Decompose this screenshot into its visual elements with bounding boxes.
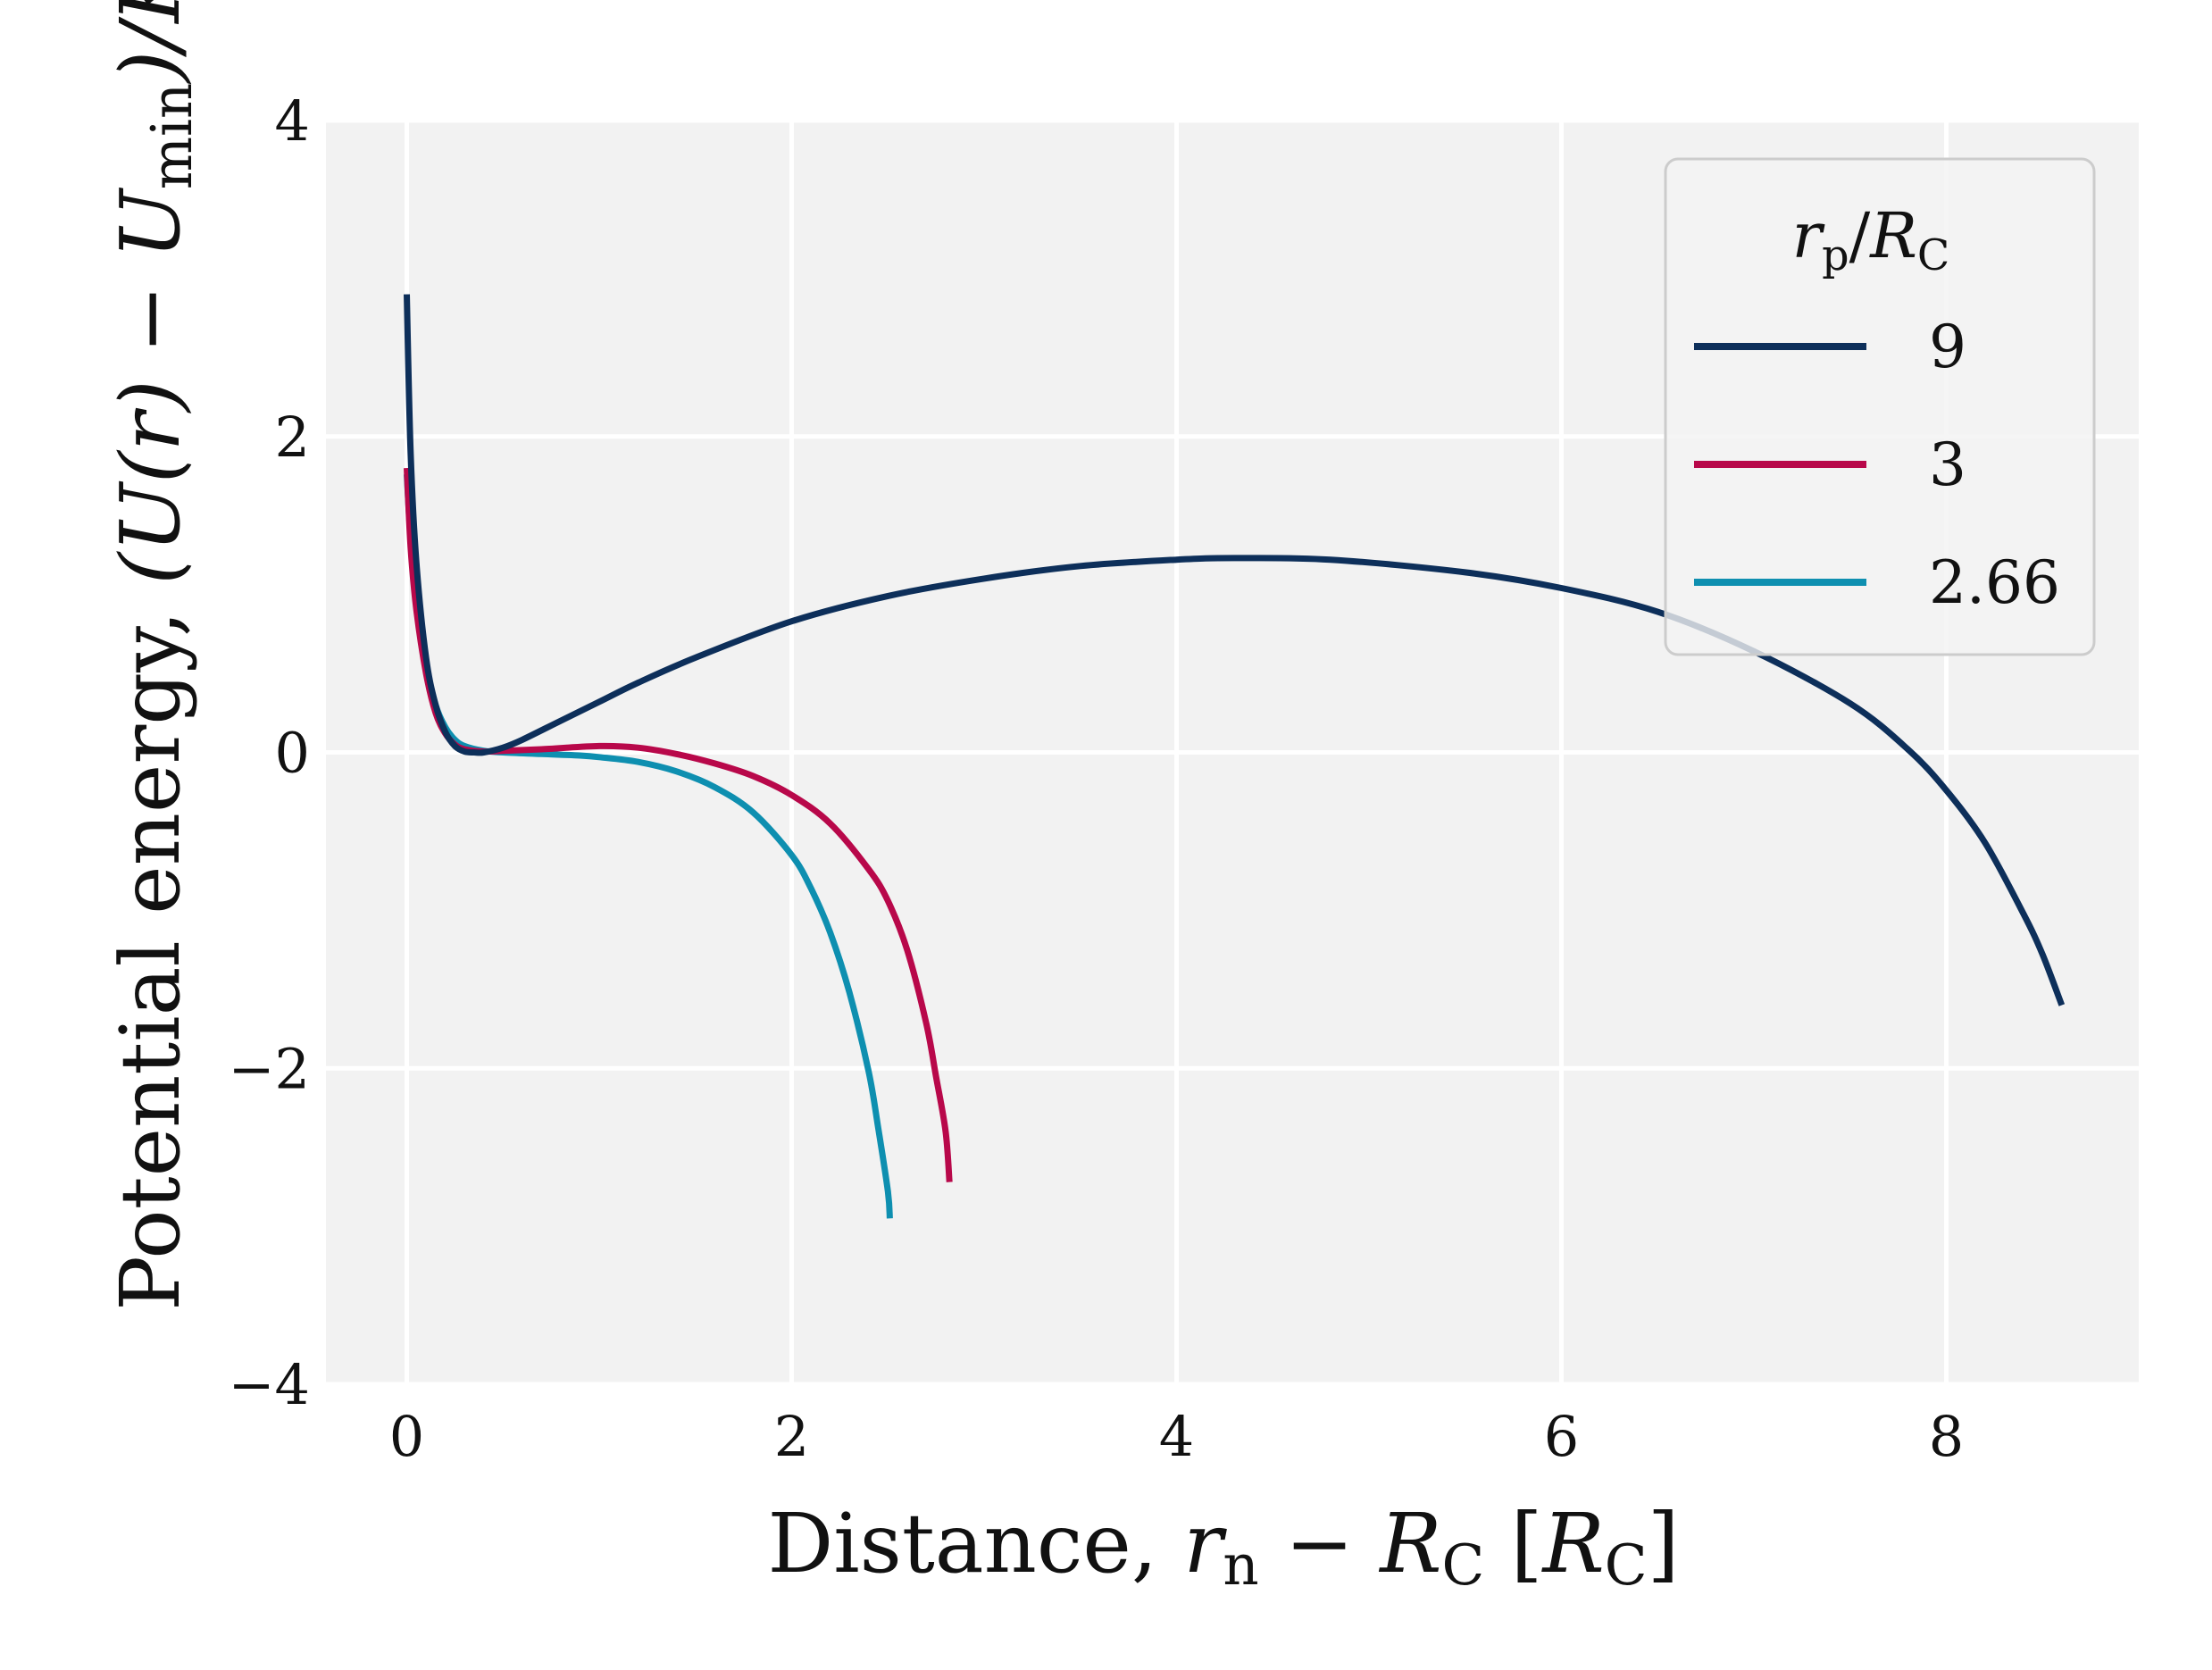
- x-tick-labels: 0 2 4 6 8: [389, 1404, 1964, 1469]
- grid: [326, 118, 2139, 1387]
- legend-entries: 932.66: [1694, 313, 2060, 617]
- legend-label-3: 3: [1929, 430, 1966, 499]
- y-axis-label: Potential energy, (U(r) − Umin)/K: [103, 0, 205, 1311]
- y-tick-label: 0: [275, 721, 310, 786]
- y-tick-label: 2: [275, 405, 310, 470]
- y-tick-label: −4: [229, 1352, 310, 1417]
- legend: rp/RC 932.66: [1664, 157, 2096, 656]
- x-axis-label: Distance, rn − RC [RC]: [767, 1496, 1679, 1598]
- legend-label-9: 9: [1929, 313, 1966, 381]
- series-line-9: [404, 294, 2066, 1006]
- legend-label-2-66: 2.66: [1929, 548, 2060, 617]
- y-tick-label: −2: [229, 1036, 310, 1101]
- series-layer: [404, 294, 2066, 1219]
- legend-title: rp/RC: [1792, 199, 1950, 280]
- legend-box: [1664, 157, 2096, 656]
- x-tick-label: 0: [389, 1404, 424, 1469]
- x-tick-label: 2: [774, 1404, 809, 1469]
- y-tick-labels: −4 −2 0 2 4: [229, 88, 310, 1417]
- x-tick-label: 8: [1929, 1404, 1964, 1469]
- x-tick-label: 6: [1544, 1404, 1579, 1469]
- y-tick-label: 4: [275, 88, 310, 154]
- x-tick-label: 4: [1159, 1404, 1194, 1469]
